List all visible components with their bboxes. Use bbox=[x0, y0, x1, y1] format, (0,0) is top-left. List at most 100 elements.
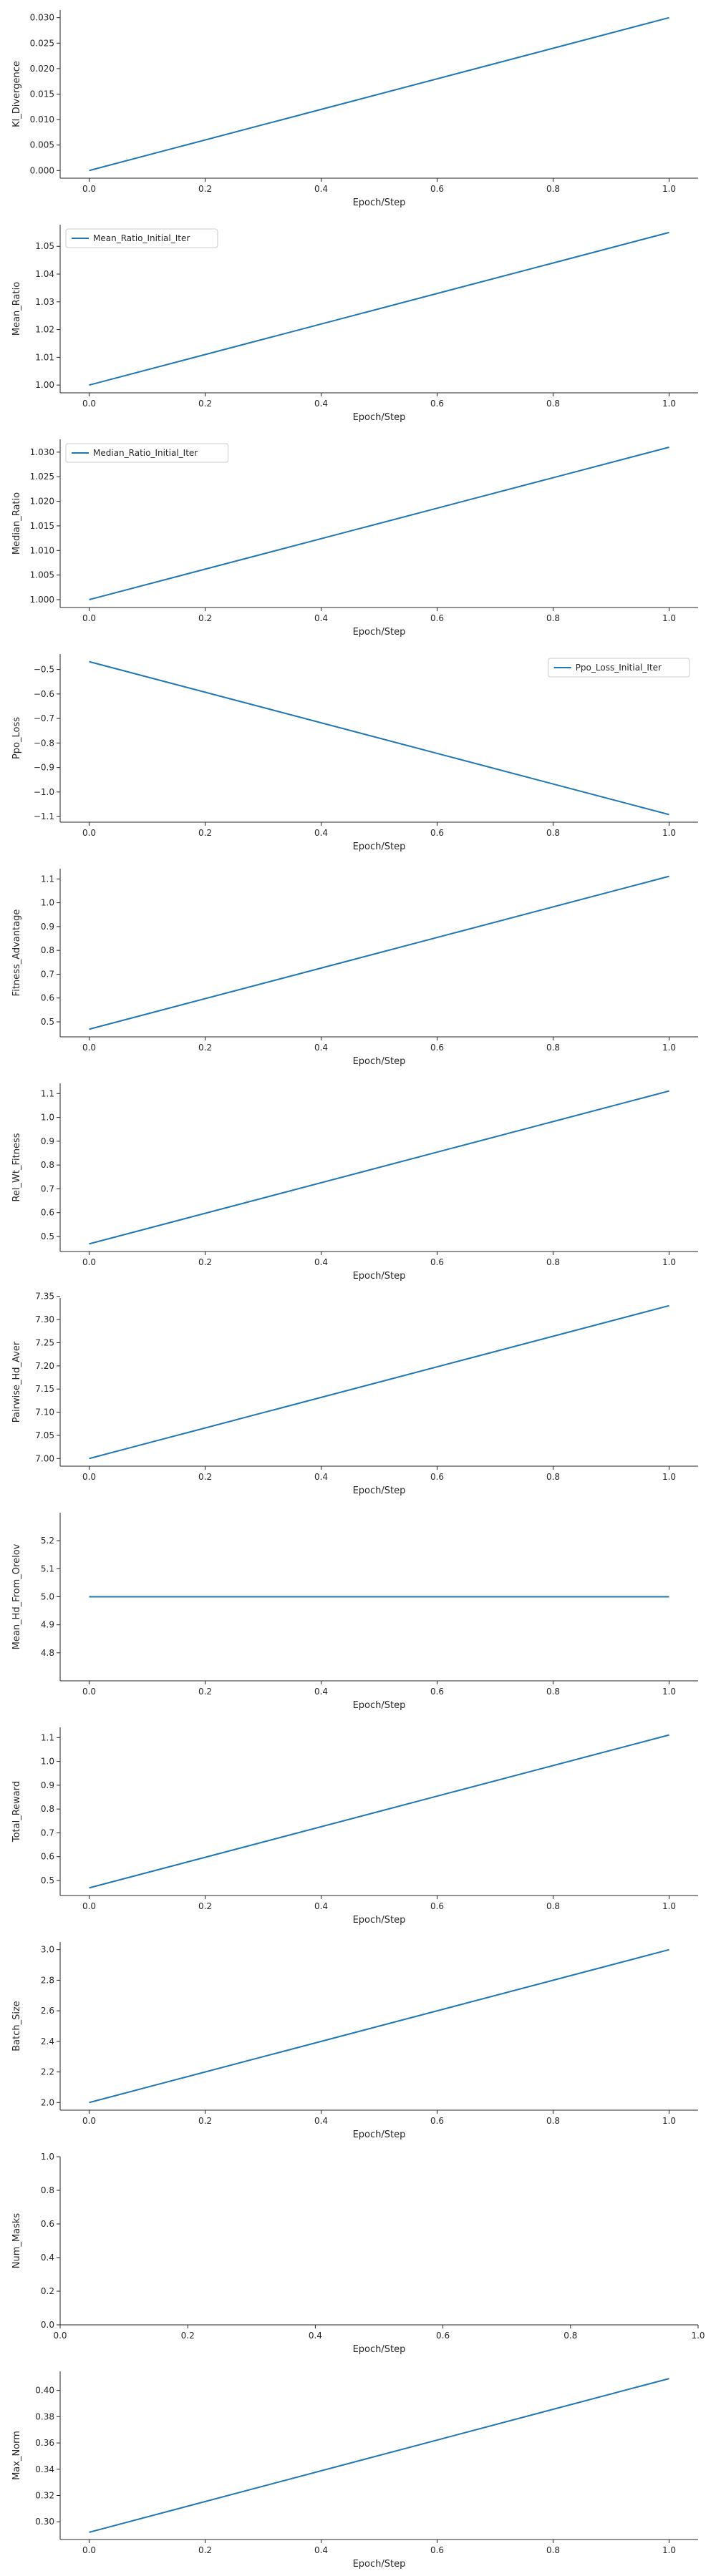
y-tick-label: −0.9 bbox=[34, 763, 54, 773]
y-tick-label: 7.00 bbox=[35, 1453, 54, 1463]
y-axis-label: Mean_Ratio bbox=[11, 282, 22, 336]
x-tick-label: 0.2 bbox=[181, 2331, 195, 2341]
x-tick-label: 1.0 bbox=[662, 1472, 676, 1482]
series-line bbox=[89, 2378, 669, 2533]
y-tick-label: 0.4 bbox=[41, 2253, 54, 2263]
y-tick-label: 0.36 bbox=[35, 2438, 54, 2448]
x-tick-label: 0.0 bbox=[82, 613, 96, 623]
y-tick-label: 1.1 bbox=[41, 1088, 54, 1098]
y-tick-label: 0.7 bbox=[41, 1184, 54, 1194]
y-tick-label: −0.5 bbox=[34, 665, 54, 675]
y-tick-label: 0.32 bbox=[35, 2490, 54, 2500]
y-tick-label: 0.7 bbox=[41, 1828, 54, 1838]
y-tick-label: 1.00 bbox=[35, 380, 54, 390]
x-tick-label: 0.4 bbox=[314, 1687, 328, 1697]
x-tick-label: 0.6 bbox=[430, 828, 444, 838]
y-tick-label: 0.5 bbox=[41, 1875, 54, 1885]
series-line bbox=[89, 447, 669, 600]
x-tick-label: 0.2 bbox=[198, 1257, 212, 1267]
x-tick-label: 0.0 bbox=[53, 2331, 67, 2341]
y-tick-label: 0.6 bbox=[41, 2219, 54, 2229]
x-tick-label: 0.2 bbox=[198, 184, 212, 194]
x-tick-label: 0.6 bbox=[430, 1043, 444, 1053]
x-axis-label: Epoch/Step bbox=[353, 1056, 406, 1067]
x-tick-label: 0.2 bbox=[198, 399, 212, 409]
x-tick-label: 1.0 bbox=[662, 1687, 676, 1697]
x-axis-label: Epoch/Step bbox=[353, 1271, 406, 1282]
y-tick-label: 0.6 bbox=[41, 993, 54, 1003]
y-axis-label: Num_Masks bbox=[11, 2213, 22, 2269]
y-tick-label: 1.005 bbox=[30, 570, 54, 580]
x-tick-label: 0.8 bbox=[546, 2116, 560, 2126]
y-axis-label: Batch_Size bbox=[11, 2001, 22, 2051]
chart-panel: 0.0 0.2 0.4 0.6 0.8 1.0 1.00 1.01 1.02 1.03 1.04 1.… bbox=[11, 225, 698, 423]
legend-label: Mean_Ratio_Initial_Iter bbox=[93, 233, 190, 243]
y-tick-label: 5.1 bbox=[41, 1563, 54, 1574]
x-tick-label: 0.4 bbox=[314, 184, 328, 194]
x-tick-label: 1.0 bbox=[662, 613, 676, 623]
x-tick-label: 0.8 bbox=[546, 1901, 560, 1911]
x-tick-label: 0.2 bbox=[198, 1043, 212, 1053]
x-tick-label: 0.8 bbox=[546, 613, 560, 623]
y-tick-label: 1.030 bbox=[30, 447, 54, 457]
x-tick-label: 0.0 bbox=[82, 399, 96, 409]
legend-box bbox=[65, 443, 228, 463]
x-tick-label: 0.6 bbox=[430, 2545, 444, 2555]
y-tick-label: 7.05 bbox=[35, 1430, 54, 1440]
x-tick-label: 0.6 bbox=[430, 1257, 444, 1267]
y-tick-label: 0.020 bbox=[30, 64, 54, 74]
x-tick-label: 0.6 bbox=[430, 1687, 444, 1697]
y-tick-label: 0.030 bbox=[30, 13, 54, 23]
y-tick-label: 0.8 bbox=[41, 2185, 54, 2195]
legend: Ppo_Loss_Initial_Iter bbox=[548, 658, 690, 678]
x-tick-label: 1.0 bbox=[662, 828, 676, 838]
chart-panel: 0.0 0.2 0.4 0.6 0.8 1.0 0.5 0.6 0.7 0.8 0.9 1.0 1.1 E… bbox=[11, 1083, 698, 1282]
y-tick-label: 1.1 bbox=[41, 874, 54, 884]
x-tick-label: 0.4 bbox=[314, 613, 328, 623]
y-tick-label: 1.04 bbox=[35, 269, 54, 279]
x-tick-label: 0.4 bbox=[314, 1257, 328, 1267]
y-tick-label: 1.1 bbox=[41, 1732, 54, 1742]
x-tick-label: 0.8 bbox=[546, 184, 560, 194]
x-tick-label: 0.6 bbox=[430, 184, 444, 194]
x-tick-label: 0.8 bbox=[546, 1687, 560, 1697]
x-tick-label: 0.4 bbox=[314, 2116, 328, 2126]
x-tick-label: 0.0 bbox=[82, 1043, 96, 1053]
y-tick-label: 0.8 bbox=[41, 1160, 54, 1170]
y-tick-label: 7.30 bbox=[35, 1314, 54, 1324]
y-axis-label: Max_Norm bbox=[11, 2431, 22, 2480]
y-axis-label: Mean_Hd_From_Orelov bbox=[11, 1543, 22, 1649]
x-tick-label: 1.0 bbox=[662, 2116, 676, 2126]
y-tick-label: 2.0 bbox=[41, 2097, 54, 2107]
y-tick-label: 2.6 bbox=[41, 2006, 54, 2016]
y-tick-label: 0.000 bbox=[30, 165, 54, 175]
x-tick-label: 0.2 bbox=[198, 2545, 212, 2555]
x-axis-label: Epoch/Step bbox=[353, 2559, 406, 2570]
y-tick-label: 1.0 bbox=[41, 1113, 54, 1123]
y-tick-label: 1.02 bbox=[35, 325, 54, 335]
x-axis-label: Epoch/Step bbox=[353, 841, 406, 852]
legend-box bbox=[65, 228, 218, 248]
x-tick-label: 0.6 bbox=[430, 613, 444, 623]
legend-box bbox=[548, 658, 690, 678]
x-tick-label: 0.6 bbox=[430, 2116, 444, 2126]
x-tick-label: 0.0 bbox=[82, 2545, 96, 2555]
y-axis-label: Rel_Wt_Fitness bbox=[11, 1133, 22, 1201]
x-tick-label: 0.4 bbox=[314, 1901, 328, 1911]
y-tick-label: 0.7 bbox=[41, 969, 54, 979]
y-tick-label: 0.5 bbox=[41, 1231, 54, 1241]
y-tick-label: 1.0 bbox=[41, 898, 54, 908]
y-tick-label: 7.20 bbox=[35, 1361, 54, 1371]
y-tick-label: 0.9 bbox=[41, 1780, 54, 1790]
y-tick-label: 1.05 bbox=[35, 241, 54, 251]
x-tick-label: 1.0 bbox=[662, 399, 676, 409]
x-tick-label: 1.0 bbox=[691, 2331, 705, 2341]
y-axis-label: Total_Reward bbox=[11, 1781, 22, 1843]
x-axis-label: Epoch/Step bbox=[353, 2129, 406, 2140]
y-tick-label: 4.9 bbox=[41, 1620, 54, 1630]
x-tick-label: 0.2 bbox=[198, 828, 212, 838]
chart-panel: 0.0 0.2 0.4 0.6 0.8 1.0 7.00 7.05 7.10 7.15 7.20 7.… bbox=[11, 1292, 698, 1496]
y-tick-label: 1.03 bbox=[35, 297, 54, 307]
y-tick-label: 1.01 bbox=[35, 352, 54, 362]
x-tick-label: 0.0 bbox=[82, 1257, 96, 1267]
